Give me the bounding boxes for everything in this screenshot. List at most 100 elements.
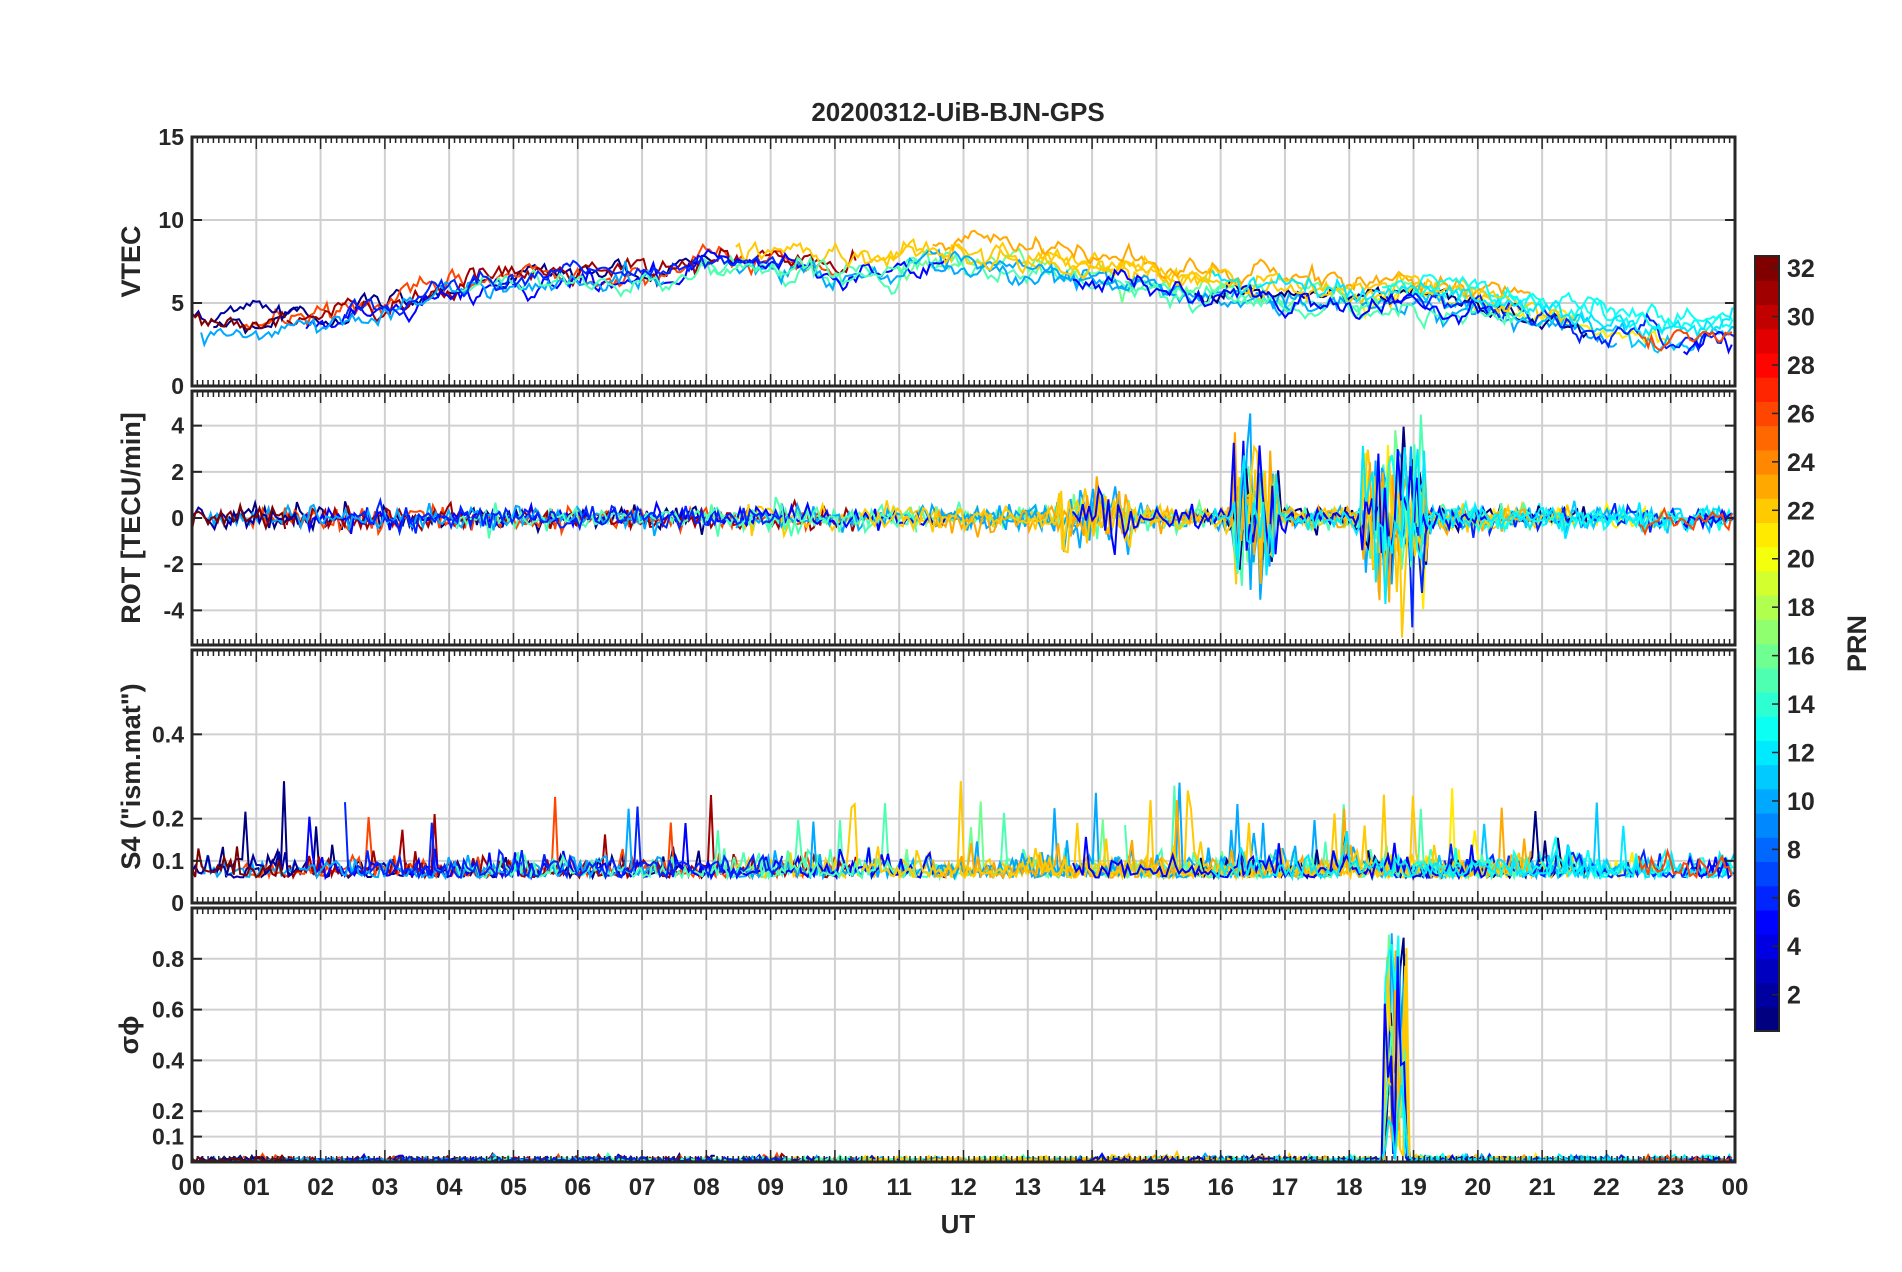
x-tick-label: 12: [950, 1174, 977, 1201]
prn-trace-6: [344, 255, 784, 319]
x-tick-label: 05: [500, 1174, 527, 1201]
prn-trace-26: [1637, 847, 1733, 879]
y-axis-label: σϕ: [114, 1016, 144, 1055]
prn-trace-15: [1124, 414, 1531, 574]
panel-vtec: 0 5 10 15 VTEC: [116, 124, 1737, 399]
prn-trace-6: [1385, 291, 1735, 353]
colorbar-tick-label: 10: [1787, 788, 1815, 816]
y-tick-label: -2: [164, 551, 184, 577]
x-tick-label: 17: [1272, 1174, 1299, 1201]
prn-trace-6: [344, 802, 784, 881]
prn-trace-6: [1385, 472, 1735, 628]
colorbar-swatch: [1755, 1006, 1779, 1032]
prn-trace-6: [1385, 966, 1734, 1162]
prn-trace-15: [455, 502, 918, 539]
y-tick-label: 0: [171, 890, 184, 916]
x-tick-label: 16: [1207, 1174, 1234, 1201]
colorbar-tick-label: 18: [1787, 594, 1815, 622]
traces: [192, 229, 1735, 356]
prn-trace-5: [1682, 507, 1733, 531]
x-ticks: [191, 137, 1736, 386]
colorbar-tick-label: 20: [1787, 546, 1815, 574]
colorbar-tick-label: 24: [1787, 449, 1815, 477]
colorbar-swatch: [1755, 813, 1779, 838]
prn-trace-13: [1381, 454, 1734, 560]
y-tick-label: 15: [158, 124, 184, 150]
prn-trace-22: [1035, 947, 1574, 1162]
prn-trace-6: [344, 1154, 783, 1162]
x-tick-label: 22: [1593, 1174, 1620, 1201]
prn-trace-5: [1072, 268, 1489, 326]
prn-trace-15: [455, 850, 918, 881]
prn-trace-12: [1210, 270, 1734, 341]
colorbar-tick-label: 26: [1787, 400, 1815, 428]
x-tick-label: 11: [887, 1174, 912, 1201]
colorbar-swatch: [1755, 522, 1779, 548]
colorbar-tick-label: 8: [1787, 836, 1801, 864]
prn-trace-22: [861, 444, 1513, 638]
panel-s4: 0 0.1 0.2 0.4S4 ("ism.mat"): [116, 648, 1737, 916]
colorbar-swatch: [1755, 570, 1779, 596]
y-tick-label: 4: [171, 413, 184, 439]
prn-trace-13: [1381, 935, 1734, 1162]
colorbar-tick-label: 22: [1787, 497, 1815, 525]
prn-trace-26: [1638, 506, 1733, 536]
x-tick-label: 00: [1722, 1174, 1749, 1201]
y-tick-label: 10: [158, 207, 184, 233]
x-axis: 00 01 02 03 04 05 06 07 08 09 10 11 12 13 14 15 16 17 18 19…: [179, 1174, 1749, 1201]
colorbar-tick-label: 6: [1787, 885, 1801, 913]
colorbar-swatch: [1755, 861, 1779, 887]
y-tick-label: 0.2: [152, 806, 184, 832]
colorbar-swatch: [1755, 764, 1779, 790]
prn-trace-16: [896, 430, 1423, 564]
y-tick-label: 0.4: [152, 1047, 184, 1073]
traces: [192, 780, 1735, 882]
colorbar-tick-label: 4: [1787, 933, 1801, 961]
prn-trace-23: [932, 950, 1531, 1162]
grid: [192, 136, 1735, 387]
colorbar-tick-label: 14: [1787, 691, 1815, 719]
prn-trace-16: [896, 934, 1422, 1162]
y-axis-label: VTEC: [116, 225, 146, 297]
colorbar-label: PRN: [1842, 615, 1872, 672]
x-ticks: [191, 650, 1736, 903]
x-tick-label: 06: [564, 1174, 591, 1201]
x-ticks: [191, 391, 1736, 645]
prn-trace-15: [456, 254, 918, 298]
prn-trace-15: [701, 1058, 1391, 1162]
x-tick-label: 10: [822, 1174, 849, 1201]
x-tick-label: 08: [693, 1174, 720, 1201]
y-tick-label: 0.4: [152, 721, 184, 747]
chart-title: 20200312-UiB-BJN-GPS: [811, 97, 1104, 127]
y-tick-label: 0.6: [152, 997, 184, 1023]
x-tick-label: 18: [1336, 1174, 1363, 1201]
prn-trace-32: [192, 846, 286, 879]
x-tick-label: 15: [1143, 1174, 1170, 1201]
colorbar-swatch: [1755, 425, 1779, 451]
y-tick-label: -4: [164, 597, 185, 623]
prn-trace-5: [305, 248, 947, 331]
x-tick-label: 02: [307, 1174, 334, 1201]
traces: [192, 413, 1735, 638]
y-tick-label: 0.2: [152, 1098, 184, 1124]
colorbar-swatch: [1755, 280, 1779, 306]
x-tick-label: 00: [179, 1174, 206, 1201]
x-ticks: [191, 908, 1736, 1162]
prn-trace-32: [192, 501, 287, 532]
prn-trace-10: [200, 260, 665, 348]
panel-rot: -4 -2 0 2 4 ROT [TECU/min]: [116, 389, 1737, 647]
prn-trace-15: [1124, 1025, 1531, 1162]
y-tick-label: 0: [171, 373, 184, 399]
x-tick-label: 07: [629, 1174, 656, 1201]
x-tick-label: 19: [1400, 1174, 1427, 1201]
prn-trace-32: [192, 310, 287, 331]
y-tick-label: 0.8: [152, 946, 184, 972]
y-tick-label: 0: [171, 505, 184, 531]
colorbar-tick-label: 32: [1787, 255, 1815, 283]
prn-trace-22: [860, 237, 1513, 315]
x-tick-label: 01: [243, 1174, 270, 1201]
colorbar-frame: [1754, 255, 1780, 1032]
prn-trace-6: [344, 496, 783, 537]
